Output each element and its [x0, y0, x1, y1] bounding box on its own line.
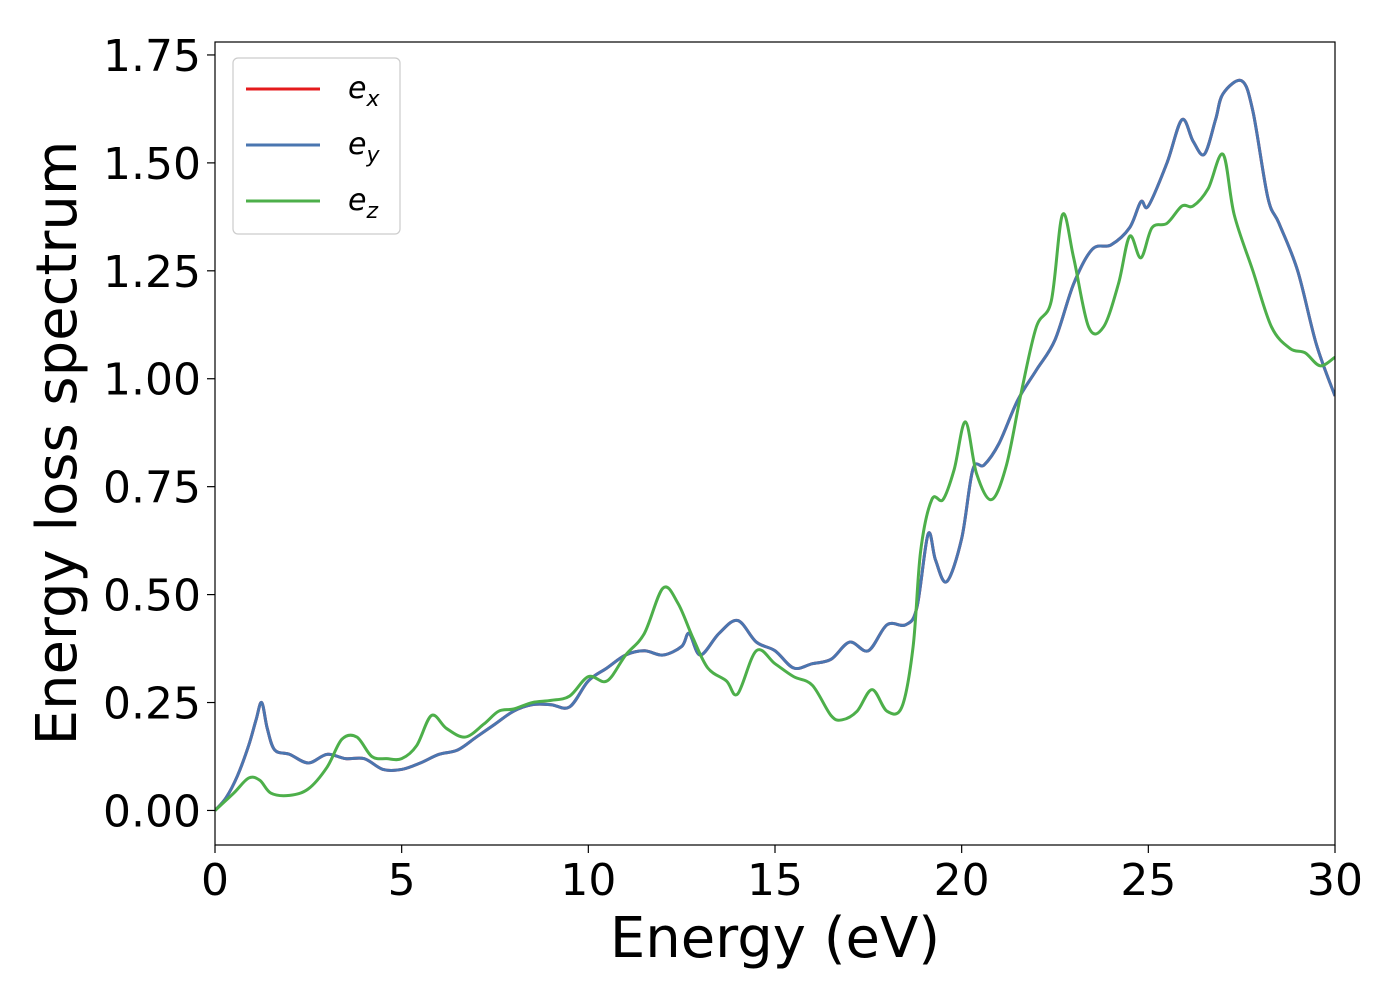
x-tick-label: 10: [560, 855, 616, 906]
x-axis: 0 5 10 15 20 25 30: [201, 845, 1363, 906]
legend-label-y: ey: [348, 127, 380, 168]
y-axis-label: Energy loss spectrum: [25, 141, 90, 746]
legend-label-x: ex: [348, 71, 380, 112]
x-tick-label: 5: [388, 855, 416, 906]
y-tick-label: 0.25: [103, 679, 201, 730]
y-tick-label: 0.50: [103, 571, 201, 622]
y-tick-label: 1.25: [103, 247, 201, 298]
y-tick-label: 0.75: [103, 463, 201, 514]
x-tick-label: 15: [747, 855, 803, 906]
series-line-z: [215, 152, 1335, 812]
y-axis: 0.00 0.25 0.50 0.75 1.00 1.25 1.50 1.75: [103, 31, 215, 837]
x-tick-label: 0: [201, 855, 229, 906]
x-tick-label: 20: [934, 855, 990, 906]
x-tick-label: 25: [1120, 855, 1176, 906]
x-tick-label: 30: [1307, 855, 1363, 906]
x-axis-label: Energy (eV): [610, 906, 940, 971]
y-tick-label: 1.75: [103, 31, 201, 82]
y-tick-label: 0.00: [103, 786, 201, 837]
y-tick-label: 1.50: [103, 139, 201, 190]
series-layer: [215, 78, 1335, 812]
y-tick-label: 1.00: [103, 355, 201, 406]
series-line-y: [215, 78, 1335, 812]
